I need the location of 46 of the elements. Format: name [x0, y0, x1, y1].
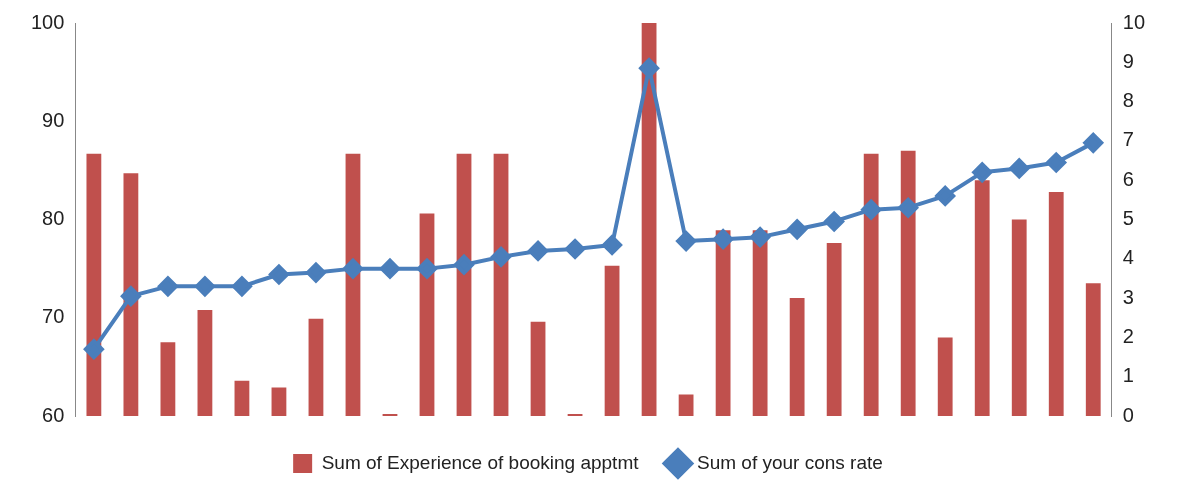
point: [565, 238, 586, 259]
y2-tick-label: 5: [1122, 207, 1134, 230]
y-tick-label: 100: [30, 10, 65, 33]
y2-tick-label: 6: [1122, 167, 1134, 190]
point: [157, 276, 178, 297]
point: [898, 197, 919, 218]
y2-tick-label: 4: [1122, 246, 1134, 269]
point: [750, 227, 771, 248]
point: [231, 276, 252, 297]
point: [972, 162, 993, 183]
point: [342, 258, 363, 279]
point: [528, 240, 549, 261]
point: [713, 229, 734, 250]
point: [861, 199, 882, 220]
y2-tick-label: 7: [1122, 128, 1134, 151]
point: [305, 262, 326, 283]
point: [417, 258, 437, 279]
point: [268, 264, 289, 285]
point: [379, 258, 400, 279]
y2-tick-label: 9: [1122, 49, 1134, 72]
y-tick-label: 70: [42, 305, 65, 328]
point: [120, 286, 141, 307]
point: [194, 276, 215, 297]
legend-label: Sum of your cons rate: [696, 451, 883, 473]
y-tick-label: 60: [42, 403, 65, 426]
point: [676, 231, 697, 252]
point: [639, 58, 660, 79]
y-tick-label: 80: [42, 207, 65, 230]
point: [935, 185, 956, 206]
y2-tick-label: 0: [1122, 403, 1134, 426]
y2-tick-label: 8: [1122, 89, 1134, 112]
point: [602, 235, 623, 256]
legend-label: Sum of Experience of booking apptmt: [321, 451, 640, 473]
y2-tick-label: 1: [1122, 364, 1134, 387]
point: [824, 211, 845, 232]
point: [1083, 132, 1104, 153]
point: [1009, 158, 1030, 179]
point: [491, 246, 512, 267]
y-tick-label: 90: [42, 108, 65, 131]
point: [83, 339, 104, 360]
point: [787, 219, 808, 240]
y2-tick-label: 3: [1122, 285, 1134, 308]
point: [1046, 152, 1067, 173]
y2-tick-label: 2: [1122, 324, 1134, 347]
y2-tick-label: 10: [1122, 10, 1145, 33]
point: [454, 254, 475, 275]
